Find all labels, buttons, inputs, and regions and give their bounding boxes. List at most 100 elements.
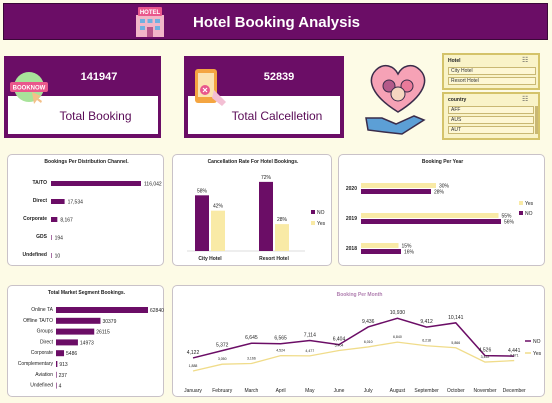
legend-label: NO [533, 339, 541, 345]
data-label: 3,422 [481, 355, 490, 359]
legend-swatch [519, 211, 523, 215]
bar [56, 307, 148, 313]
bar [56, 382, 57, 389]
data-label: 4,526 [479, 348, 492, 354]
bar [195, 195, 209, 251]
bar [51, 217, 58, 222]
kpi-total-cancellation: 52839 Total Calcelletion [184, 56, 344, 138]
tick-label: Direct [40, 339, 54, 345]
kpi-total-cancellation-label: Total Calcelletion [231, 109, 323, 123]
bar [361, 189, 431, 194]
slicer-item-city-hotel[interactable]: City Hotel [448, 67, 536, 75]
data-label: 1,888 [189, 364, 198, 368]
data-label: 6,010 [364, 340, 373, 344]
data-label: 4,477 [305, 349, 314, 353]
tick-label: March [244, 388, 258, 394]
data-label: 8,167 [60, 218, 73, 224]
tick-label: Corporate [23, 216, 47, 222]
bar [361, 213, 499, 218]
tick-label: Undefined [30, 383, 53, 389]
tick-label: Offline TA/TO [23, 318, 53, 324]
bar [51, 235, 52, 240]
legend-swatch [311, 210, 315, 214]
tick-label: Online TA [31, 307, 53, 313]
data-label: 913 [59, 362, 68, 368]
bar [361, 219, 501, 224]
kpi-total-booking: 141947 Total Booking BOOKNOW [4, 56, 161, 138]
data-label: 7,114 [304, 333, 316, 339]
slicer-item-aus[interactable]: AUS [448, 116, 534, 124]
header-bar: HOTEL Hotel Booking Analysis [3, 3, 548, 40]
data-label: 3,671 [510, 354, 519, 358]
chart-title: Booking Per Year [421, 159, 464, 165]
slicer-scrollbar[interactable] [535, 106, 538, 134]
tick-label: Aviation [35, 372, 53, 378]
data-label: 5,866 [451, 341, 460, 345]
tick-label: January [184, 388, 202, 394]
data-label: 58% [197, 188, 208, 194]
data-label: 3,050 [218, 357, 227, 361]
bar [56, 371, 57, 378]
tick-label: Corporate [31, 350, 53, 356]
book-now-icon: BOOKNOW [8, 70, 50, 108]
data-label: 6,840 [393, 335, 402, 339]
tick-label: City Hotel [198, 256, 222, 262]
data-label: 116,042 [144, 182, 162, 188]
data-label: 6,404 [333, 337, 346, 343]
tick-label: Groups [37, 329, 54, 335]
data-label: 10,930 [390, 310, 406, 316]
slicer-item-afg[interactable]: AFF [448, 106, 534, 114]
data-label: 4,122 [187, 350, 200, 356]
tick-label: 2019 [346, 216, 357, 222]
country-slicer-title: country [448, 97, 467, 103]
legend-swatch [311, 221, 315, 225]
tick-label: 2018 [346, 246, 357, 252]
chart-distribution-channel: Bookings Per Distribution Channel. TA/TO… [7, 154, 164, 266]
chart-cancellation-rate: Cancellation Rate For Hotel Bookings. 58… [172, 154, 332, 266]
page-title: Hotel Booking Analysis [193, 14, 360, 31]
tick-label: 2020 [346, 186, 357, 192]
series-line [192, 341, 515, 372]
kpi-total-booking-value: 141947 [80, 71, 118, 83]
filter-clear-icon[interactable]: ☷ [522, 57, 529, 64]
tick-label: GDS [36, 234, 48, 240]
kpi-total-booking-label-box: Total Booking [8, 96, 158, 134]
tick-label: February [212, 388, 233, 394]
data-label: 30379 [102, 319, 116, 325]
hotel-logo-icon: HOTEL [132, 6, 168, 38]
bar [361, 249, 401, 254]
tick-label: September [414, 388, 439, 394]
data-label: 194 [55, 236, 64, 242]
data-label: 6,218 [422, 339, 431, 343]
hotel-logo-text: HOTEL [140, 10, 161, 16]
legend-label: Yes [525, 201, 534, 207]
data-label: 14973 [80, 340, 94, 346]
kpi-total-cancellation-value: 52839 [263, 71, 295, 83]
data-label: 55% [502, 214, 513, 220]
filter-clear-icon[interactable]: ☷ [522, 96, 529, 103]
data-label: 237 [59, 373, 68, 379]
tick-label: Direct [33, 198, 48, 204]
tick-label: Resort Hotel [259, 256, 289, 262]
bar [211, 210, 225, 251]
data-label: 30% [439, 184, 450, 190]
data-label: 17,534 [68, 200, 84, 206]
data-label: 6,645 [245, 335, 258, 341]
slicer-item-resort-hotel[interactable]: Resort Hotel [448, 77, 536, 85]
phone-cancel-icon [188, 66, 230, 110]
data-label: 4,524 [276, 349, 285, 353]
data-label: 5,404 [335, 343, 344, 347]
data-label: 42% [213, 204, 224, 210]
legend-label: Yes [533, 351, 542, 357]
data-label: 9,412 [420, 319, 433, 325]
data-label: 28% [277, 217, 288, 223]
bar [56, 328, 95, 335]
hands-hearts-icon [362, 52, 434, 138]
slicer-item-aut[interactable]: AUT [448, 126, 534, 134]
book-now-text: BOOKNOW [13, 86, 46, 92]
legend-label: Yes [317, 221, 326, 227]
chart-title: Bookings Per Distribution Channel. [44, 159, 129, 165]
tick-label: TA/TO [32, 180, 47, 186]
bar [56, 339, 78, 346]
tick-label: December [503, 388, 526, 394]
